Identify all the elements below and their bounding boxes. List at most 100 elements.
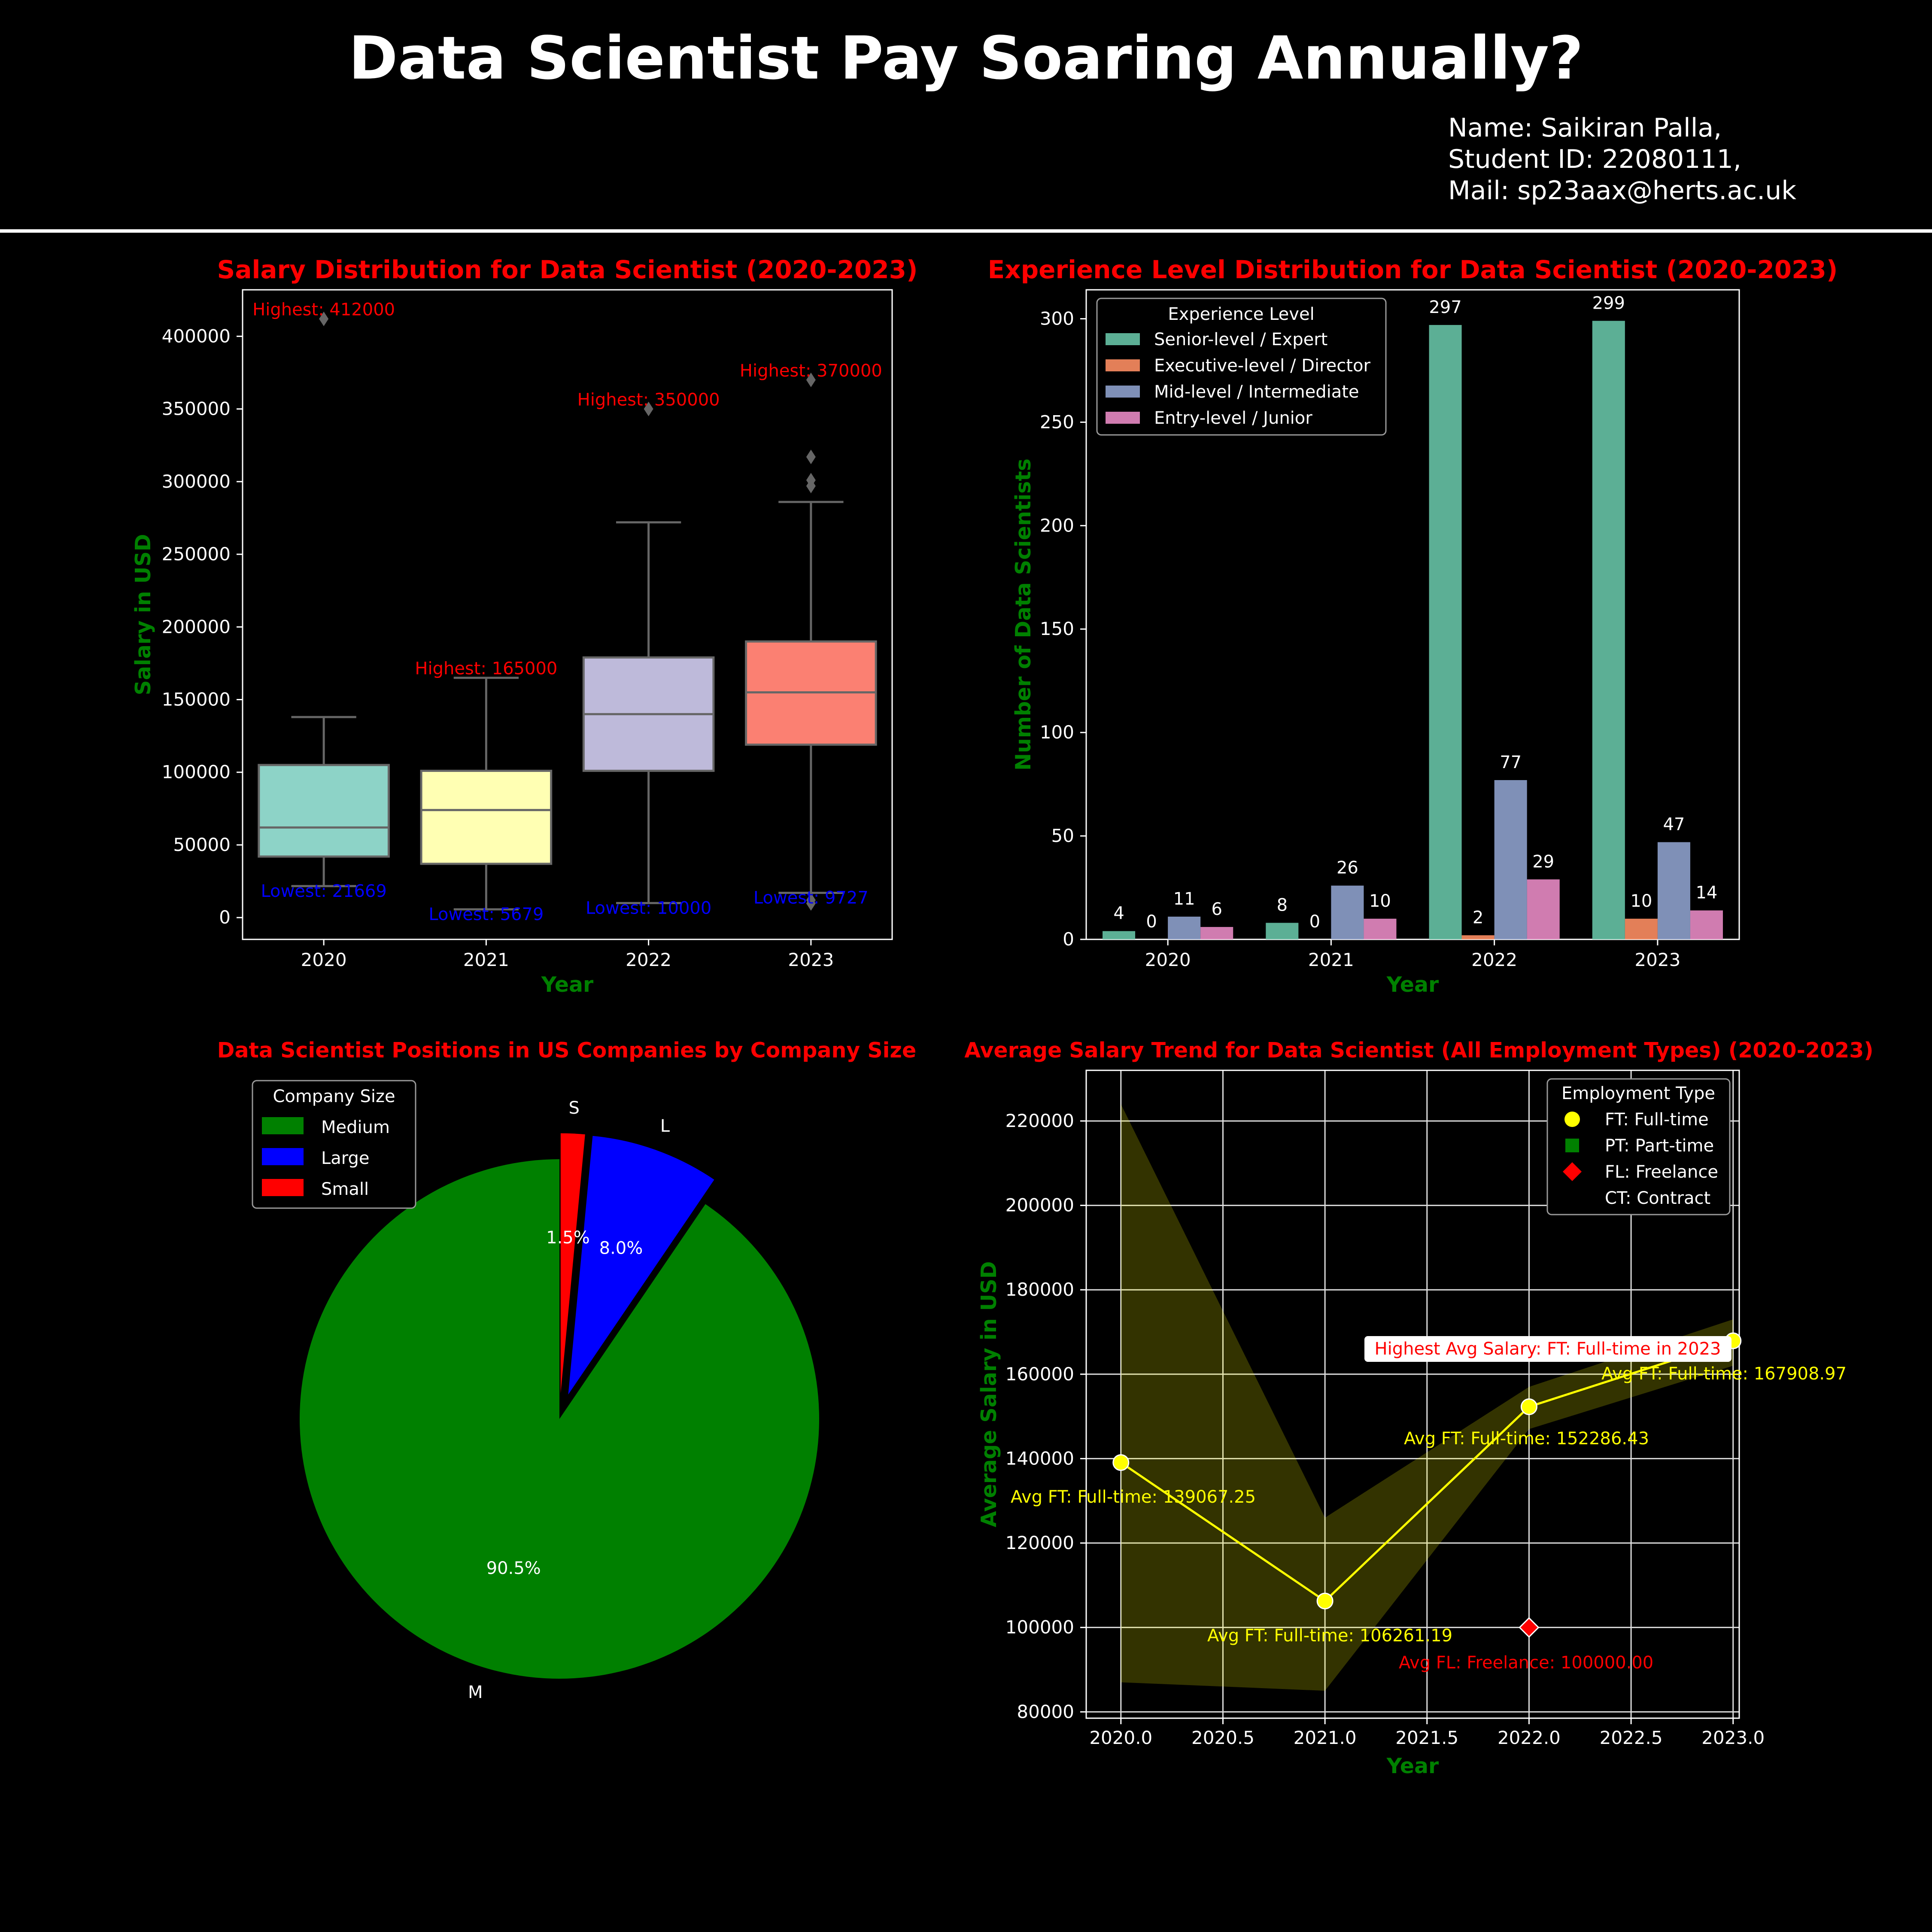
author-mail: Mail: sp23aax@herts.ac.uk <box>1448 176 1796 206</box>
legend-label: Large <box>321 1148 370 1168</box>
x-axis-label: Year <box>1386 972 1439 997</box>
bar <box>1690 910 1723 939</box>
x-tick-label: 2020.5 <box>1191 1727 1255 1748</box>
highlight-annotation: Highest Avg Salary: FT: Full-time in 202… <box>1375 1339 1721 1359</box>
y-tick-label: 250 <box>1040 411 1074 432</box>
pie-percent-label: 8.0% <box>599 1239 643 1258</box>
y-tick-label: 250000 <box>162 544 231 565</box>
legend-swatch <box>262 1179 304 1196</box>
legend-label: CT: Contract <box>1605 1188 1710 1208</box>
y-tick-label: 50000 <box>173 834 231 855</box>
legend-marker <box>1564 1190 1580 1204</box>
legend-label: Mid-level / Intermediate <box>1154 382 1359 402</box>
bar-value-label: 6 <box>1211 899 1222 919</box>
legend-label: Small <box>321 1179 369 1199</box>
bar-value-label: 2 <box>1473 908 1483 927</box>
y-tick-label: 200 <box>1040 515 1074 536</box>
pie-slice <box>300 1159 820 1679</box>
legend-swatch <box>262 1117 304 1134</box>
bar <box>1657 842 1690 939</box>
y-axis-label: Number of Data Scientists <box>1011 459 1036 771</box>
y-tick-label: 80000 <box>1017 1701 1074 1722</box>
x-tick-label: 2023 <box>788 949 834 970</box>
ft-annotation: Avg FT: Full-time: 167908.97 <box>1601 1364 1847 1384</box>
y-tick-label: 180000 <box>1005 1279 1074 1300</box>
legend-label: FT: Full-time <box>1605 1110 1709 1130</box>
legend-marker <box>1565 1139 1579 1152</box>
pie-slice <box>568 1136 714 1395</box>
y-tick-label: 150000 <box>162 689 231 710</box>
bar <box>1364 918 1397 939</box>
legend-label: Senior-level / Expert <box>1154 330 1327 349</box>
legend-box <box>1546 1078 1731 1215</box>
bar <box>1266 923 1299 939</box>
bar-value-label: 26 <box>1337 858 1358 878</box>
y-tick-label: 0 <box>1063 929 1074 950</box>
y-tick-label: 120000 <box>1005 1532 1074 1553</box>
pie-slice-label: S <box>569 1098 580 1118</box>
x-tick-label: 2020 <box>301 949 347 970</box>
outlier-point <box>806 372 816 387</box>
highlight-box <box>1364 1336 1732 1362</box>
y-tick-label: 200000 <box>1005 1195 1074 1216</box>
outlier-point <box>319 311 329 326</box>
pie-slice-label: L <box>660 1116 670 1136</box>
x-tick-label: 2022 <box>626 949 671 970</box>
legend-swatch <box>1106 333 1140 345</box>
legend-label: FL: Freelance <box>1605 1162 1718 1182</box>
x-axis-label: Year <box>1386 1754 1439 1778</box>
highest-annotation: Highest: 412000 <box>252 300 395 320</box>
y-tick-label: 100 <box>1040 722 1074 743</box>
data-point <box>1316 1592 1334 1610</box>
box-iqr <box>258 764 390 858</box>
legend-label: Entry-level / Junior <box>1154 408 1312 428</box>
data-point <box>1112 1454 1130 1471</box>
x-axis-label: Year <box>541 972 594 997</box>
legend-label: Executive-level / Director <box>1154 356 1370 376</box>
x-tick-label: 2023.0 <box>1701 1727 1765 1748</box>
pie-slice <box>560 1133 585 1393</box>
bar-value-label: 0 <box>1309 912 1320 932</box>
y-tick-label: 150 <box>1040 618 1074 639</box>
y-axis-label: Average Salary in USD <box>977 1261 1001 1528</box>
y-tick-label: 140000 <box>1005 1448 1074 1469</box>
lowest-annotation: Lowest: 10000 <box>586 898 711 918</box>
data-point <box>1520 1398 1537 1416</box>
x-tick-label: 2021 <box>1308 949 1354 970</box>
author-info: Name: Saikiran Palla, Student ID: 220801… <box>1448 112 1796 207</box>
y-tick-label: 300 <box>1040 308 1074 329</box>
legend-title: Experience Level <box>1168 304 1314 324</box>
lowest-annotation: Lowest: 21669 <box>261 881 386 901</box>
y-axis-label: Salary in USD <box>131 534 155 696</box>
bar-value-label: 29 <box>1532 852 1554 872</box>
bar-value-label: 77 <box>1500 753 1522 772</box>
y-tick-label: 100000 <box>162 762 231 783</box>
x-tick-label: 2023 <box>1634 949 1680 970</box>
author-name: Name: Saikiran Palla, <box>1448 113 1722 143</box>
legend-swatch <box>1106 412 1140 424</box>
outlier-point <box>806 478 816 493</box>
x-tick-label: 2021 <box>463 949 509 970</box>
ft-annotation: Avg FT: Full-time: 152286.43 <box>1404 1429 1649 1449</box>
bar-chart-title: Experience Level Distribution for Data S… <box>988 255 1838 284</box>
bar <box>1200 927 1233 939</box>
highest-annotation: Highest: 350000 <box>577 390 720 410</box>
legend-title: Employment Type <box>1561 1084 1715 1103</box>
bar <box>1592 321 1625 939</box>
bar <box>1527 879 1560 939</box>
series-line <box>1120 1340 1734 1603</box>
line-chart-title: Average Salary Trend for Data Scientist … <box>964 1038 1873 1063</box>
freelance-point <box>1519 1617 1540 1638</box>
ft-annotation: Avg FT: Full-time: 106261.19 <box>1207 1626 1452 1646</box>
x-tick-label: 2020 <box>1145 949 1191 970</box>
highest-annotation: Highest: 165000 <box>415 659 557 679</box>
bar <box>1168 916 1201 939</box>
x-tick-label: 2021.5 <box>1395 1727 1458 1748</box>
bar <box>1331 885 1364 939</box>
box-iqr <box>420 769 553 865</box>
y-tick-label: 200000 <box>162 616 231 637</box>
bar <box>1625 918 1658 939</box>
box-chart-frame <box>242 289 893 940</box>
x-tick-label: 2020.0 <box>1089 1727 1152 1748</box>
